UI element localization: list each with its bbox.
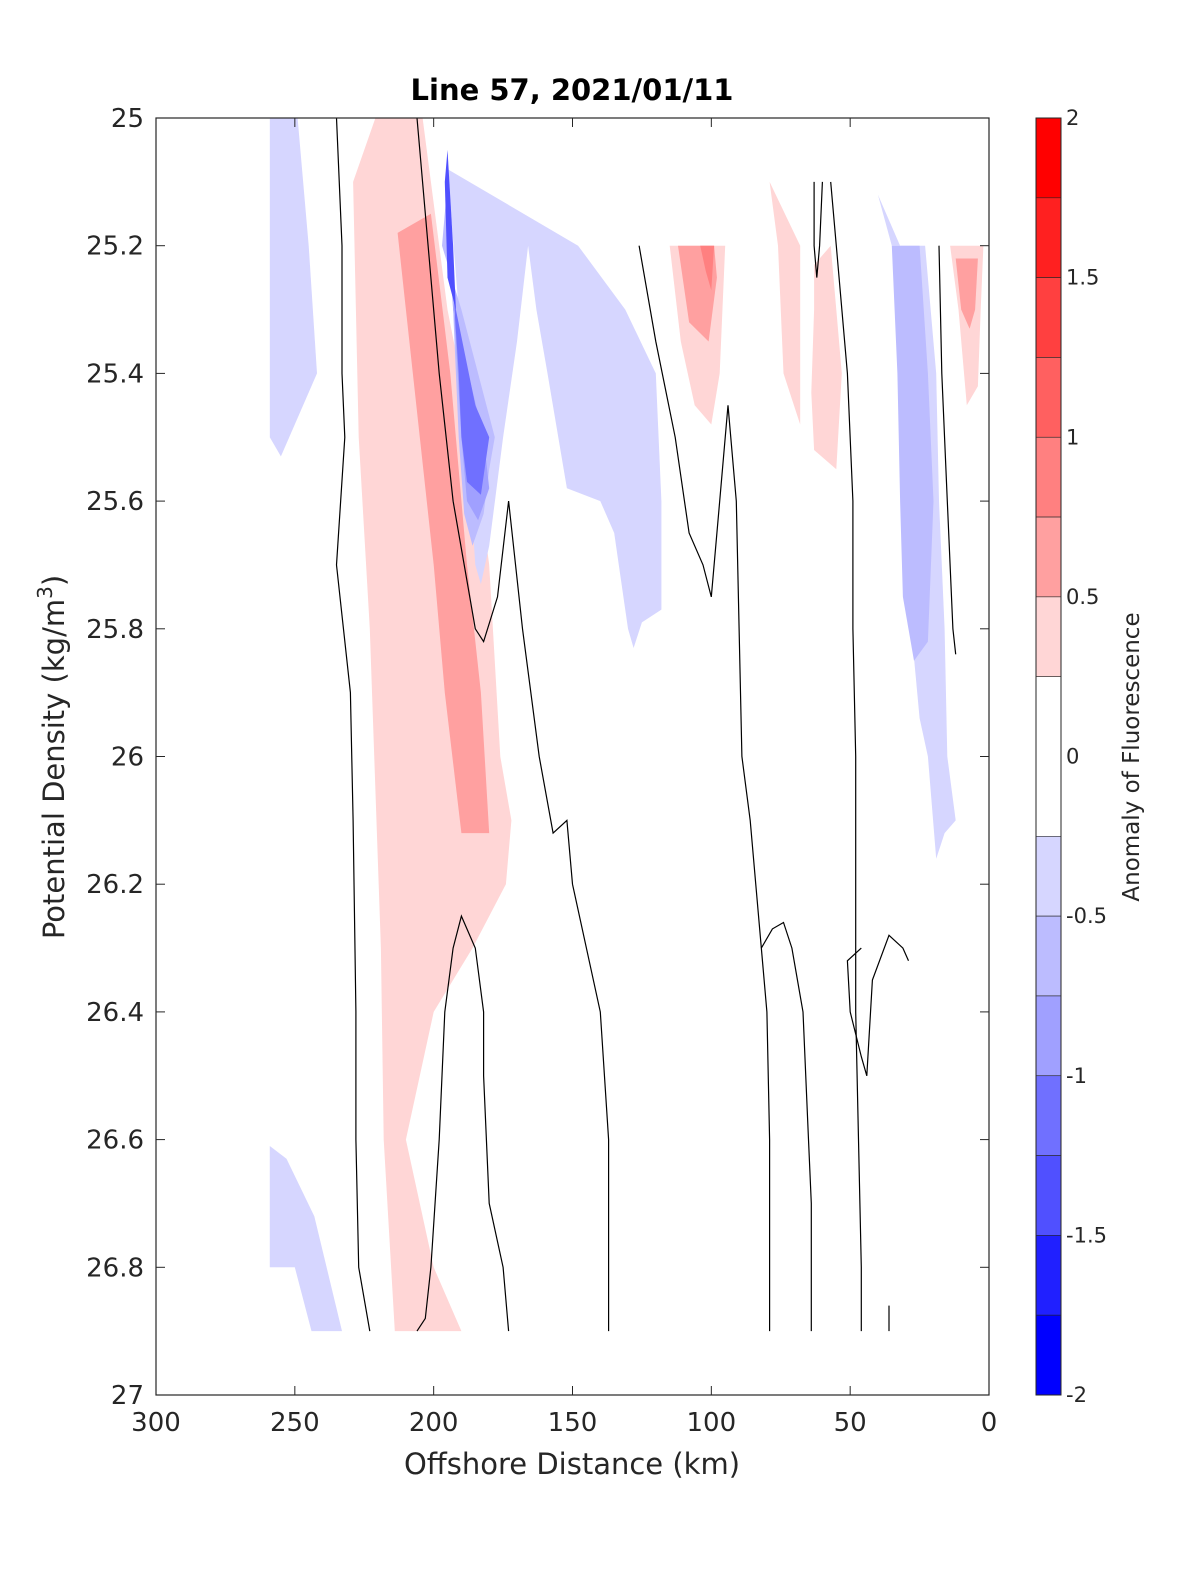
colorbar-level-10 [1035,995,1062,1077]
colorbar-tick-label-7: -1.5 [1066,1223,1107,1247]
axis-ticks: 300 250 200 150 100 50 0 25 25.2 25.4 25.6 25.8 26 26… [86,104,997,1438]
y-axis-title-superscript: 3 [33,586,57,599]
x-tick-label-4: 100 [687,1408,737,1438]
y-tick-label-1: 25.2 [86,232,144,262]
x-tick-label-3: 150 [548,1408,598,1438]
colorbar-level-4 [1035,436,1062,518]
colorbar-tick-label-2: 1 [1066,425,1079,449]
colorbar-level-6 [1035,596,1062,677]
x-tick-label-6: 0 [981,1408,998,1438]
filled-region-14 [769,181,801,425]
filled-contours [269,118,984,1332]
contour-line-0 [335,118,371,1332]
y-tick-label-6: 26.2 [86,870,144,900]
colorbar-level-13 [1035,1235,1062,1316]
filled-region-3 [269,1146,342,1332]
y-tick-label-10: 27 [111,1381,144,1411]
contour-line-5 [813,181,823,278]
colorbar-level-9 [1035,915,1062,997]
colorbar-tick-label-8: -2 [1066,1383,1087,1407]
x-axis-title: Offshore Distance (km) [404,1447,740,1481]
y-tick-label-8: 26.6 [86,1126,144,1156]
colorbar-tick-label-3: 0.5 [1066,585,1099,609]
contour-line-4 [760,921,812,1332]
contour-line-8 [938,245,957,655]
filled-region-13 [700,245,715,291]
colorbar-level-5 [1035,516,1062,598]
contour-line-2 [416,914,510,1332]
contour-lines [335,118,957,1332]
filled-region-17 [955,258,978,329]
y-tick-label-7: 26.4 [86,998,144,1028]
filled-region-1 [397,213,490,834]
y-tick-label-4: 25.8 [86,615,144,645]
colorbar-title: Anomaly of Fluorescence [1119,612,1145,901]
filled-region-9 [450,245,490,495]
colorbar-level-1 [1035,197,1062,278]
colorbar-tick-label-5: -0.5 [1066,904,1107,928]
colorbar-frame [1035,117,1062,1396]
colorbar-level-14 [1035,1314,1062,1396]
colorbar-level-8 [1035,836,1062,917]
x-tick-label-2: 200 [409,1408,459,1438]
chart-title: Line 57, 2021/01/11 [411,73,734,107]
y-tick-label-2: 25.4 [86,359,144,389]
colorbar-level-7 [1035,676,1062,837]
contour-line-1 [416,118,610,1332]
colorbar: 2 1.5 1 0.5 0 -0.5 -1 -1.5 -2 [1035,106,1107,1407]
x-tick-label-1: 250 [270,1408,320,1438]
x-tick-label-0: 300 [131,1408,181,1438]
colorbar-level-11 [1035,1075,1062,1156]
filled-region-10 [444,149,456,310]
y-tick-label-9: 26.8 [86,1253,144,1283]
y-tick-label-0: 25 [111,104,144,134]
x-tick-label-5: 50 [834,1408,867,1438]
colorbar-tick-label-1: 1.5 [1066,266,1099,290]
y-axis-title-main: Potential Density (kg/m [37,599,71,939]
filled-region-2 [269,118,317,457]
colorbar-level-12 [1035,1155,1062,1236]
filled-region-15 [811,245,842,470]
contour-line-7 [846,934,910,1076]
filled-region-0 [353,118,512,1332]
y-axis-title: Potential Density (kg/m3) [33,575,71,939]
colorbar-tick-label-6: -1 [1066,1064,1087,1088]
y-tick-label-5: 26 [111,743,144,773]
filled-region-7 [891,245,934,661]
colorbar-level-2 [1035,277,1062,358]
filled-region-4 [447,169,662,648]
y-tick-label-3: 25.6 [86,487,144,517]
contour-line-6 [830,181,862,1332]
colorbar-level-3 [1035,357,1062,438]
colorbar-tick-label-0: 2 [1066,106,1079,130]
colorbar-level-0 [1035,117,1062,199]
colorbar-tick-label-4: 0 [1066,745,1079,769]
y-axis-title-close: ) [37,575,71,586]
